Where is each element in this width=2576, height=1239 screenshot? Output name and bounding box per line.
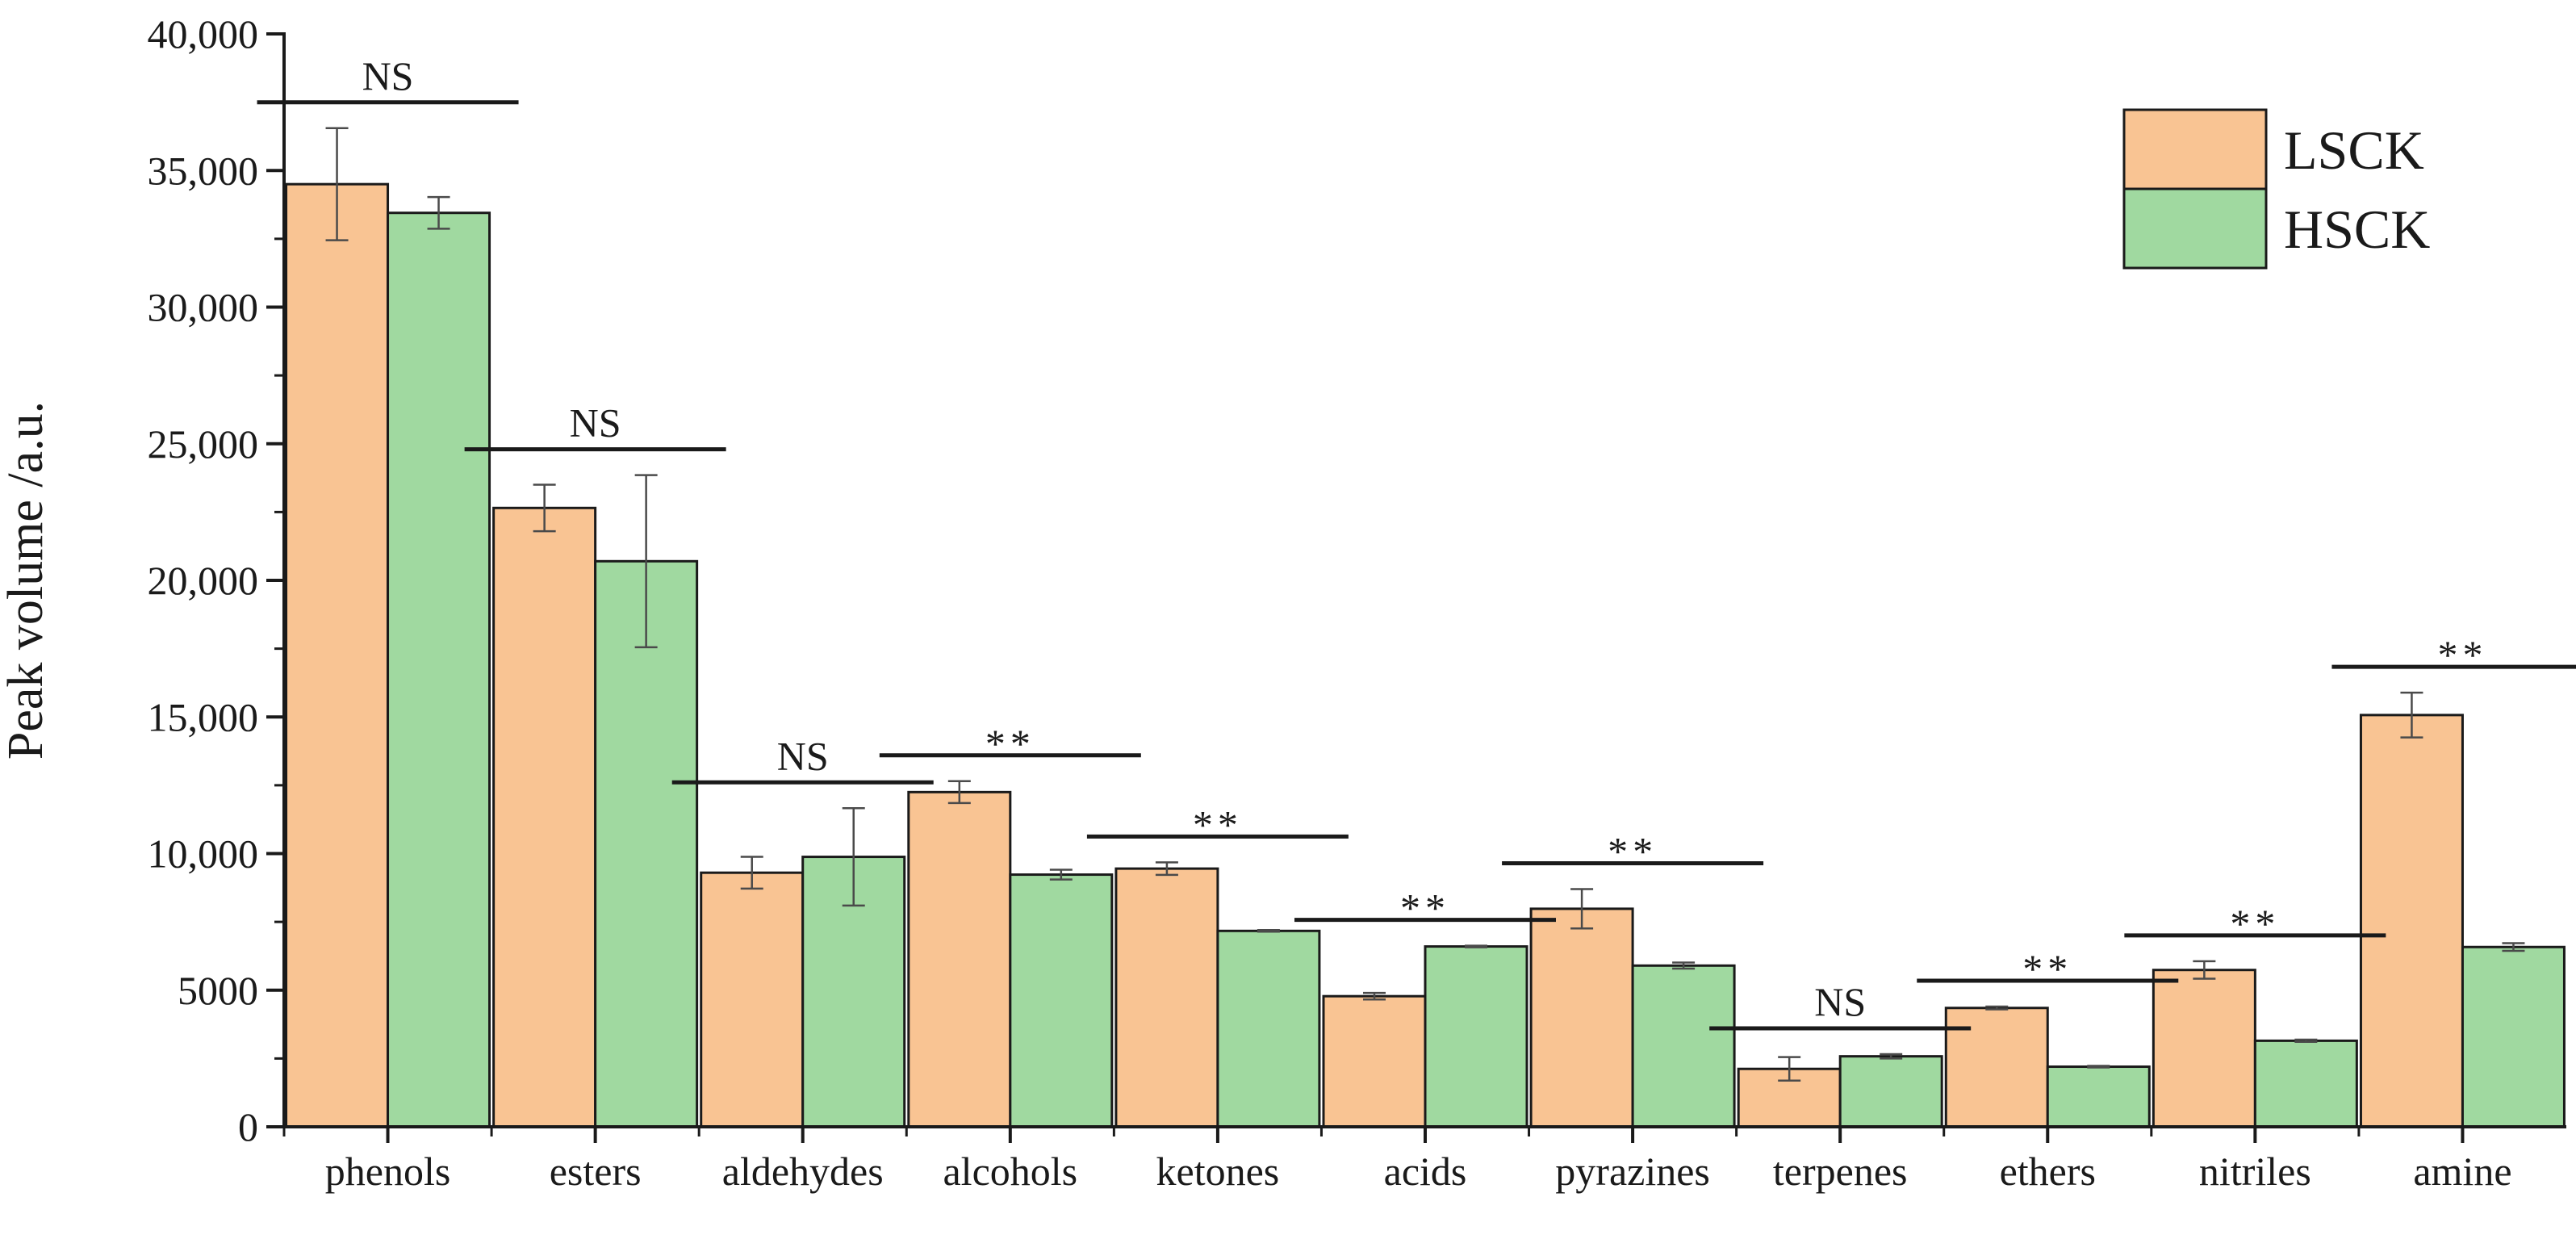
category-label-terpenes: terpenes: [1773, 1149, 1908, 1194]
category-label-pyrazines: pyrazines: [1555, 1149, 1710, 1194]
bar-LSCK-ketones: [1114, 867, 1219, 1128]
bar-HSCK-nitriles: [2253, 1039, 2358, 1128]
significance-label-amine: **: [2437, 632, 2487, 677]
category-labels: phenols esters aldehydes alcohols ketones aci…: [325, 1149, 2512, 1194]
significance-label-acids: **: [1400, 885, 1450, 931]
bar-LSCK-aldehydes: [700, 871, 805, 1128]
x-ticks: [282, 1127, 2465, 1143]
bar-HSCK-ketones: [1216, 929, 1321, 1128]
bar-HSCK-ethers: [2046, 1065, 2151, 1128]
y-tick-label: 40,000: [148, 11, 259, 57]
bar-HSCK-esters: [594, 559, 699, 1128]
y-tick-label: 5000: [178, 968, 258, 1013]
category-label-ethers: ethers: [2000, 1149, 2096, 1194]
category-label-esters: esters: [550, 1149, 642, 1194]
significance-label-pyrazines: **: [1608, 829, 1658, 874]
legend-label-LSCK: LSCK: [2284, 119, 2424, 181]
significance-label-phenols: NS: [362, 53, 414, 98]
bar-LSCK-pyrazines: [1529, 907, 1634, 1128]
y-tick-label: 10,000: [148, 831, 259, 877]
y-tick-label: 15,000: [148, 694, 259, 739]
y-axis-title: Peak volume /a.u.: [0, 401, 53, 760]
bar-LSCK-nitriles: [2152, 969, 2256, 1128]
significance-label-ketones: **: [1193, 802, 1243, 847]
bar-LSCK-ethers: [1944, 1007, 2049, 1128]
legend: LSCK HSCK: [2122, 108, 2430, 270]
category-label-alcohols: alcohols: [943, 1149, 1077, 1194]
significance-label-nitriles: **: [2230, 901, 2280, 946]
bar-LSCK-esters: [492, 506, 597, 1128]
category-label-ketones: ketones: [1156, 1149, 1280, 1194]
bar-LSCK-acids: [1322, 994, 1427, 1128]
significance-label-aldehydes: NS: [777, 733, 829, 778]
bar-HSCK-pyrazines: [1631, 964, 1736, 1128]
y-tick-label: 30,000: [148, 285, 259, 330]
bar-HSCK-acids: [1424, 945, 1528, 1128]
bars-group: [285, 182, 2566, 1128]
significance-label-terpenes: NS: [1814, 979, 1866, 1024]
bar-HSCK-terpenes: [1838, 1055, 1943, 1128]
legend-swatch-HSCK: [2122, 187, 2268, 270]
significance-label-ethers: **: [2022, 946, 2072, 991]
y-ticks: [266, 32, 284, 1128]
y-tick-label: 35,000: [148, 148, 259, 193]
y-tick-labels: 0 5000 10,000 15,000 20,000 25,000 30,000 35,00…: [148, 11, 259, 1149]
error-bars-group: [325, 127, 2525, 1082]
significance-label-esters: NS: [570, 400, 621, 446]
legend-label-HSCK: HSCK: [2284, 199, 2430, 260]
bar-LSCK-phenols: [285, 182, 390, 1128]
significance-label-alcohols: **: [985, 721, 1035, 766]
bar-LSCK-alcohols: [907, 790, 1012, 1128]
category-label-nitriles: nitriles: [2199, 1149, 2311, 1194]
category-label-acids: acids: [1384, 1149, 1467, 1194]
y-tick-label: 0: [238, 1104, 258, 1149]
bar-HSCK-phenols: [387, 211, 491, 1128]
legend-swatch-LSCK: [2122, 108, 2268, 190]
y-tick-label: 20,000: [148, 558, 259, 603]
significance-group: NS NS NS ** ** ** ** NS ** ** **: [257, 53, 2576, 1031]
y-tick-label: 25,000: [148, 421, 259, 467]
category-label-phenols: phenols: [325, 1149, 451, 1194]
category-label-amine: amine: [2413, 1149, 2511, 1194]
bar-HSCK-amine: [2461, 945, 2566, 1128]
category-label-aldehydes: aldehydes: [722, 1149, 884, 1194]
bar-HSCK-alcohols: [1009, 873, 1114, 1128]
bar-LSCK-amine: [2359, 714, 2464, 1128]
